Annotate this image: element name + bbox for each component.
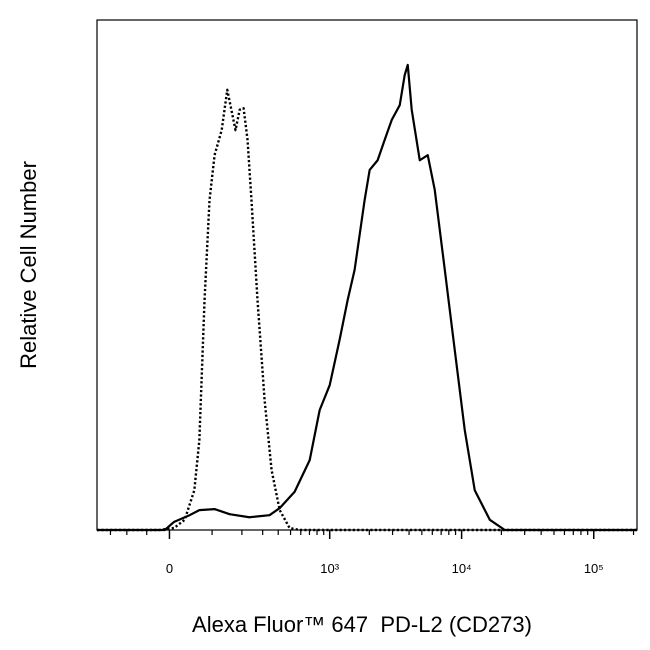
x-tick-label: 10⁵ [584,561,604,576]
histogram-line [97,88,637,532]
plot-frame [96,19,638,531]
histogram-line [97,63,637,532]
x-tick-label: 10³ [320,561,339,576]
y-axis-label: Relative Cell Number [16,161,41,369]
x-axis-label: Alexa Fluor™ 647 PD-L2 (CD273) [192,612,532,637]
x-tick-label: 10⁴ [452,561,472,576]
x-tick-label: 0 [166,561,173,576]
